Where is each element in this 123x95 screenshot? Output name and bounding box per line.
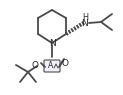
FancyBboxPatch shape [44, 60, 60, 72]
Text: H: H [82, 13, 88, 23]
Text: A: A [48, 61, 54, 70]
Text: O: O [62, 59, 69, 68]
Text: N: N [82, 19, 88, 28]
Text: O: O [31, 61, 38, 70]
Text: N: N [49, 38, 55, 48]
